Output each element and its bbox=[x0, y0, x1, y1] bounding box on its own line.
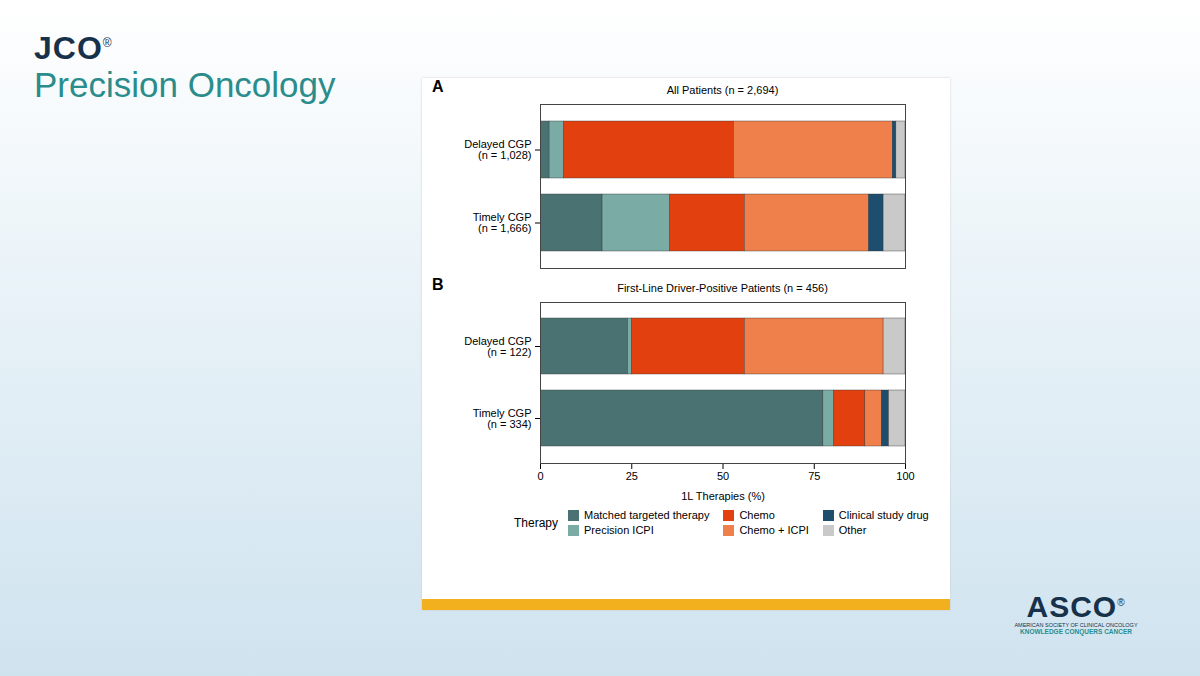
html-text:B: B bbox=[432, 276, 444, 293]
svg-text:100: 100 bbox=[896, 470, 914, 482]
html-text:All Patients (n = 2,694): All Patients (n = 2,694) bbox=[666, 84, 779, 96]
svg-text:50: 50 bbox=[717, 470, 729, 482]
svg-text:75: 75 bbox=[808, 470, 820, 482]
html-text:KNOWLEDGE CONQUERS CANCER: KNOWLEDGE CONQUERS CANCER bbox=[1020, 628, 1132, 635]
html-text:Therapy: Therapy bbox=[514, 515, 558, 530]
html-text:Other: Other bbox=[838, 524, 867, 536]
svg-text:Timely CGP(n = 1,666): Timely CGP(n = 1,666) bbox=[473, 211, 532, 234]
html-text:Chemo + ICPI: Chemo + ICPI bbox=[739, 524, 809, 536]
html-text:Precision Oncology: Precision Oncology bbox=[34, 65, 336, 104]
html-text:Chemo: Chemo bbox=[739, 509, 775, 521]
svg-text:Delayed CGP(n = 122): Delayed CGP(n = 122) bbox=[464, 335, 531, 358]
html-text:Matched targeted therapy: Matched targeted therapy bbox=[584, 509, 710, 521]
svg-text:0: 0 bbox=[537, 470, 543, 482]
html-text:JCO: JCO bbox=[34, 30, 103, 66]
html-text:AMERICAN SOCIETY OF CLINICAL O: AMERICAN SOCIETY OF CLINICAL ONCOLOGY bbox=[1014, 622, 1138, 628]
svg-text:Timely CGP(n = 334): Timely CGP(n = 334) bbox=[473, 407, 532, 430]
html-text:A: A bbox=[432, 78, 444, 95]
svg-text:1L Therapies (%): 1L Therapies (%) bbox=[681, 490, 765, 502]
html-text:Clinical study drug: Clinical study drug bbox=[838, 509, 929, 521]
html-text:Precision ICPI: Precision ICPI bbox=[584, 524, 654, 536]
svg-text:Delayed CGP(n = 1,028): Delayed CGP(n = 1,028) bbox=[464, 138, 531, 161]
html-text:First-Line Driver-Positive Pat: First-Line Driver-Positive Patients (n =… bbox=[617, 282, 828, 294]
html-text:ASCO: ASCO bbox=[1026, 590, 1118, 623]
svg-text:25: 25 bbox=[626, 470, 638, 482]
